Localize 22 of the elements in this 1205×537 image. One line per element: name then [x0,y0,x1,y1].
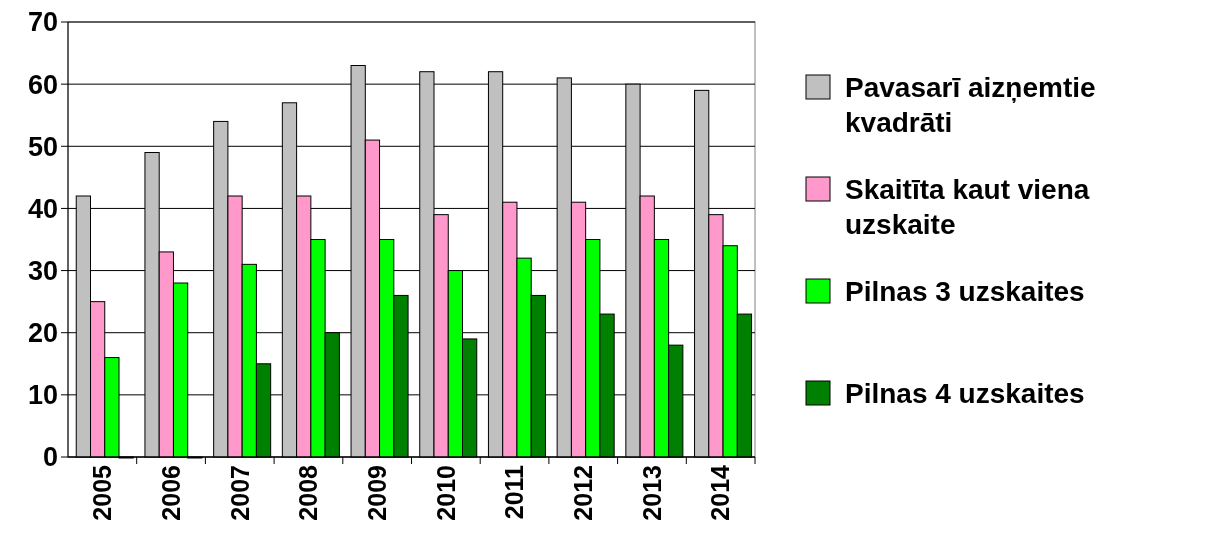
y-tick-label: 20 [27,318,58,349]
x-tick-label: 2012 [569,465,597,521]
y-tick-label: 60 [27,69,58,100]
legend-label: Skaitīta kaut viena uzskaite [845,173,1090,240]
y-tick-label: 10 [27,380,58,411]
x-tick-label: 2007 [225,465,254,521]
y-tick-label: 50 [27,131,58,162]
x-tick-label: 2011 [500,464,529,520]
x-tick-label: 2008 [294,464,323,521]
y-tick-label: 40 [27,193,58,224]
x-tick-label: 2006 [156,465,185,521]
x-tick-label: 2010 [431,465,460,521]
y-tick-label: 70 [27,7,58,38]
x-tick-label: 2005 [88,464,117,521]
y-tick-label: 30 [27,256,58,287]
y-tick-label: 0 [42,442,58,473]
x-tick-label: 2009 [362,465,391,521]
legend-label: Pilnas 3 uzskaites [845,275,1085,307]
x-tick-label: 2014 [706,464,735,521]
legend-label: Pilnas 4 uzskaites [845,377,1085,409]
legend-label: Pavasarī aizņemtie kvadrāti [845,71,1096,138]
x-tick-label: 2013 [637,465,666,521]
